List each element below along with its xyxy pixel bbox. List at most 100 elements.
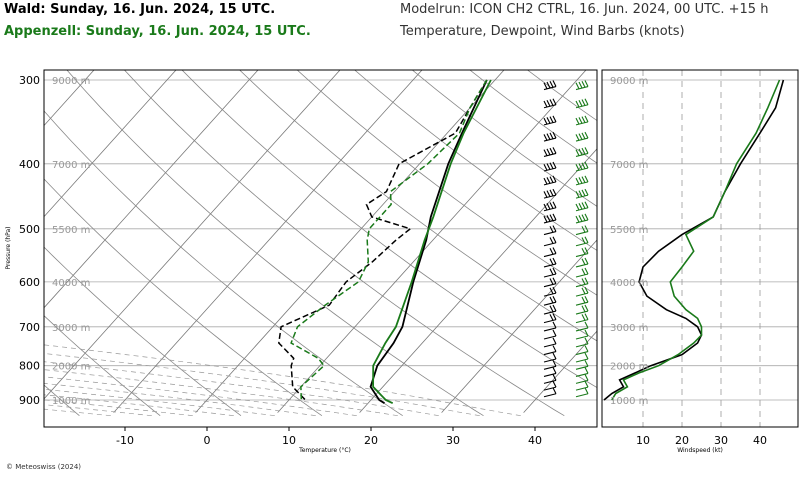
wind-barb <box>543 80 557 91</box>
wind-barb <box>543 295 557 306</box>
isotherm-line <box>44 70 95 127</box>
wald-dewpoint-line <box>278 79 488 401</box>
windspeed-tick-label: 40 <box>753 434 767 447</box>
wind-barb <box>543 131 557 142</box>
skewt-frame <box>43 69 598 428</box>
pressure-tick-label: 300 <box>19 74 40 87</box>
title-location-wald: Wald: Sunday, 16. Jun. 2024, 15 UTC. <box>4 2 276 17</box>
wind-barb <box>575 247 589 258</box>
appenzell-dewpoint-line <box>290 79 488 401</box>
dry-adiabat <box>354 70 597 251</box>
wind-altitude-label: 1000 m <box>610 396 648 407</box>
wind-barb <box>575 345 589 356</box>
wind-altitude-label: 7000 m <box>610 160 648 171</box>
temperature-tick-label: 0 <box>204 434 211 447</box>
appenzell-windspeed-line <box>611 79 781 401</box>
modelrun-label: Modelrun: ICON CH2 CTRL, 16. Jun. 2024, … <box>400 2 769 17</box>
wind-barb <box>543 257 557 268</box>
wind-barb <box>543 115 557 126</box>
wald-temperature-line <box>369 79 488 404</box>
wind-barb <box>575 98 589 109</box>
wind-barb <box>575 80 589 91</box>
moist-adiabat <box>44 369 398 417</box>
wind-barb <box>575 337 589 348</box>
dry-adiabat <box>296 70 597 296</box>
isotherm-line <box>44 70 341 400</box>
wind-barb <box>543 161 557 172</box>
pressure-tick-label: 700 <box>19 321 40 334</box>
isotherm-line <box>113 70 423 413</box>
wind-barb <box>575 329 589 340</box>
wind-barb <box>543 387 557 398</box>
wind-altitude-label: 2000 m <box>610 362 648 373</box>
moist-adiabat <box>44 383 316 417</box>
wind-barb <box>543 236 557 247</box>
altitude-label: 5500 m <box>52 225 90 236</box>
wind-barb <box>575 188 589 199</box>
wind-barb <box>575 267 589 278</box>
wind-barb <box>543 225 557 236</box>
moist-adiabat <box>44 361 439 417</box>
temperature-tick-label: -10 <box>116 434 134 447</box>
chart-subtitle: Temperature, Dewpoint, Wind Barbs (knots… <box>400 24 685 39</box>
wind-barb <box>575 374 589 384</box>
wind-barb <box>543 213 557 224</box>
wind-barb <box>575 236 589 247</box>
pressure-tick-label: 400 <box>19 158 40 171</box>
wind-barb <box>575 131 589 142</box>
wind-barb <box>543 304 557 315</box>
wind-barb <box>543 277 557 288</box>
dry-adiabat <box>411 70 597 207</box>
temperature-tick-label: 20 <box>364 434 378 447</box>
altitude-label: 2000 m <box>52 362 90 373</box>
wind-barb <box>575 213 589 224</box>
wind-profiles <box>603 79 785 401</box>
wind-barb <box>543 188 557 199</box>
altitude-label: 3000 m <box>52 323 90 334</box>
pressure-tick-label: 800 <box>19 360 40 373</box>
windspeed-axis-label: Windspeed (kt) <box>677 447 723 454</box>
wind-barb <box>575 175 589 186</box>
wind-altitude-label: 9000 m <box>610 76 648 87</box>
wind-barb <box>575 380 589 391</box>
wind-barb <box>575 286 589 297</box>
wind-barb <box>543 98 557 109</box>
dry-adiabat <box>181 70 597 389</box>
wind-barb <box>543 201 557 212</box>
dry-adiabat <box>239 70 597 342</box>
wind-barb <box>575 147 589 157</box>
temperature-tick-label: 10 <box>282 434 296 447</box>
dry-adiabat <box>123 70 565 417</box>
wind-barb <box>575 225 589 236</box>
pressure-tick-label: 900 <box>19 394 40 407</box>
skewt-background <box>44 79 597 401</box>
wind-barb <box>575 352 589 363</box>
altitude-label: 1000 m <box>52 396 90 407</box>
wind-barb <box>575 295 589 306</box>
wind-barb <box>543 267 557 278</box>
wind-barb <box>575 201 589 212</box>
altitude-label: 4000 m <box>52 278 90 289</box>
windspeed-tick-label: 10 <box>636 434 650 447</box>
wind-barb <box>543 367 557 377</box>
wind-altitude-label: 4000 m <box>610 278 648 289</box>
wind-barb <box>543 286 557 297</box>
wald-windspeed-line <box>603 79 785 401</box>
wind-barb <box>543 360 557 370</box>
wind-barb <box>575 115 589 126</box>
dry-adiabat <box>44 315 161 417</box>
wind-barb <box>575 277 589 288</box>
isotherm-line <box>277 70 587 413</box>
wind-barb <box>575 387 589 398</box>
isotherm-line <box>523 330 597 413</box>
moist-adiabat <box>44 344 521 417</box>
wind-barbs <box>543 80 589 398</box>
wind-panel-background <box>602 70 798 427</box>
wind-barb <box>575 304 589 315</box>
wind-barb <box>543 147 557 157</box>
isotherm-line <box>44 70 259 309</box>
title-location-appenzell: Appenzell: Sunday, 16. Jun. 2024, 15 UTC… <box>4 24 311 39</box>
wind-altitude-label: 3000 m <box>610 323 648 334</box>
